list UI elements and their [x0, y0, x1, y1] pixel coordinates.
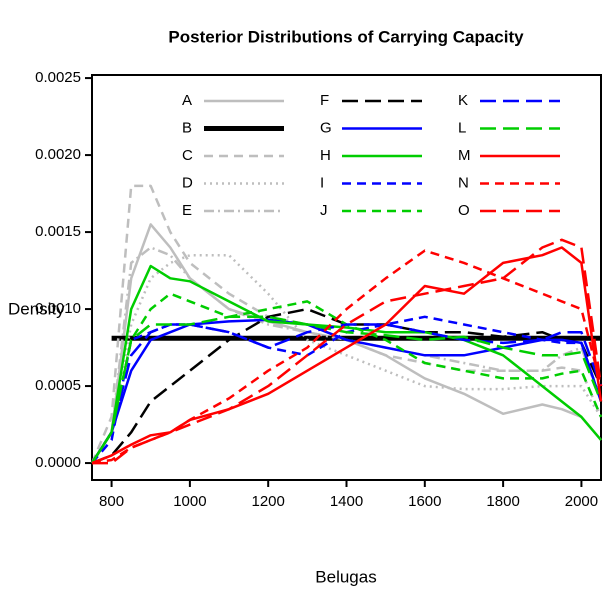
density-line — [91, 249, 603, 465]
y-tick-label: 0.0025 — [35, 69, 81, 86]
legend-label: C — [182, 147, 193, 164]
density-line — [90, 323, 603, 464]
legend-label: M — [458, 147, 471, 164]
density-line — [90, 253, 603, 464]
legend-label: K — [458, 92, 468, 109]
x-tick-label: 2000 — [565, 493, 598, 510]
density-line — [91, 246, 603, 465]
y-tick-label: 0.0005 — [35, 377, 81, 394]
x-tick-label: 1000 — [173, 493, 206, 510]
density-line — [91, 307, 603, 465]
y-tick-label: 0.0010 — [35, 300, 81, 317]
legend-label: B — [182, 119, 192, 136]
y-axis-label: Density — [8, 299, 65, 318]
legend-label: F — [320, 92, 329, 109]
legend-label: D — [182, 174, 193, 191]
legend-label: A — [182, 92, 192, 109]
legend-label: J — [320, 202, 328, 219]
density-line — [91, 315, 603, 464]
y-tick-label: 0.0020 — [35, 146, 81, 163]
x-tick-label: 1200 — [252, 493, 285, 510]
legend-label: N — [458, 174, 469, 191]
legend-label: E — [182, 202, 192, 219]
legend-label: O — [458, 202, 470, 219]
y-tick-label: 0.0000 — [35, 454, 81, 471]
density-line — [90, 292, 603, 464]
legend-label: L — [458, 119, 466, 136]
y-tick-label: 0.0015 — [35, 223, 81, 240]
chart-title: Posterior Distributions of Carrying Capa… — [168, 27, 524, 46]
x-axis-label: Belugas — [315, 567, 376, 586]
legend-label: H — [320, 147, 331, 164]
x-tick-label: 800 — [99, 493, 124, 510]
density-line — [92, 238, 603, 465]
legend-label: I — [320, 174, 324, 191]
x-tick-label: 1600 — [408, 493, 441, 510]
legend-label: G — [320, 119, 332, 136]
density-line — [90, 246, 603, 464]
density-line — [90, 264, 602, 464]
x-tick-label: 1800 — [486, 493, 519, 510]
x-tick-label: 1400 — [330, 493, 363, 510]
